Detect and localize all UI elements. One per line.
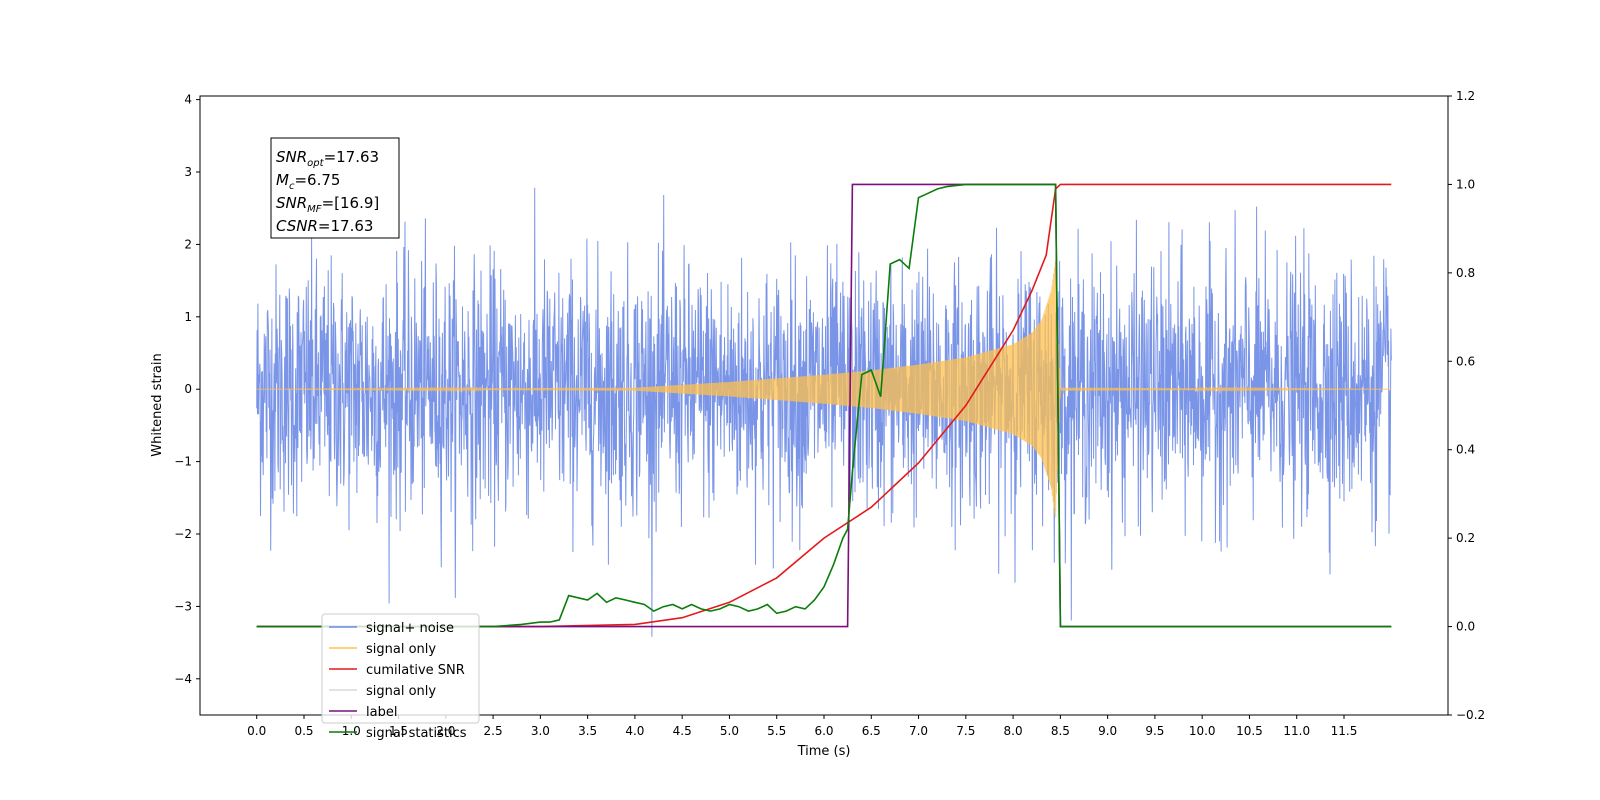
x-tick-label: 6.0 xyxy=(814,724,833,738)
x-tick-label: 7.5 xyxy=(956,724,975,738)
x-tick-label: 5.5 xyxy=(767,724,786,738)
y2-tick-label: 0.8 xyxy=(1456,266,1475,280)
legend-entry-label: signal statistics xyxy=(366,726,467,741)
y-axis-label: Whitened strain xyxy=(150,353,165,456)
y-tick-label: 1 xyxy=(184,310,192,324)
x-tick-label: 2.0 xyxy=(436,724,455,738)
annotation-line: Mc=6.75 xyxy=(276,171,340,192)
x-tick-label: 3.0 xyxy=(531,724,550,738)
x-axis-label: Time (s) xyxy=(797,744,851,759)
x-tick-label: 9.5 xyxy=(1145,724,1164,738)
x-tick-label: 7.0 xyxy=(909,724,928,738)
y-axis-right: 1.2 1.0 0.8 0.6 0.4 0.2 0.0 −0.2 xyxy=(1448,89,1485,722)
y2-tick-label: 1.0 xyxy=(1456,177,1475,191)
y2-tick-label: 0.2 xyxy=(1456,531,1475,545)
x-axis: 0.0 0.5 1.0 1.5 2.0 2.5 3.0 3.5 4.0 4.5 5.0 5.5 6.0 6… xyxy=(247,715,1357,738)
legend-entry-label: signal only xyxy=(366,642,436,657)
legend-entry-label: signal+ noise xyxy=(366,621,454,636)
legend-entry-label: label xyxy=(366,705,397,720)
y-tick-label: −2 xyxy=(174,527,192,541)
y-tick-label: −4 xyxy=(174,672,192,686)
y2-tick-label: 1.2 xyxy=(1456,89,1475,103)
legend: signal+ noise signal only cumilative SNR si… xyxy=(321,613,480,741)
y2-tick-label: 0.4 xyxy=(1456,443,1475,457)
x-tick-label: 0.5 xyxy=(294,724,313,738)
x-tick-label: 10.5 xyxy=(1236,724,1263,738)
y2-tick-label: −0.2 xyxy=(1456,708,1485,722)
plot-area xyxy=(256,183,1392,637)
annotation-line: CSNR=17.63 xyxy=(276,217,373,235)
y-axis-left: 4 3 2 1 0 −1 −2 −3 −4 xyxy=(174,93,200,686)
annotation-line: SNRopt=17.63 xyxy=(276,148,379,169)
series-signal-statistics-line xyxy=(256,183,1392,628)
y-tick-label: 4 xyxy=(184,93,192,107)
x-tick-label: 4.5 xyxy=(673,724,692,738)
legend-frame xyxy=(321,613,480,724)
x-tick-label: 11.0 xyxy=(1283,724,1310,738)
x-tick-label: 8.5 xyxy=(1051,724,1070,738)
x-tick-label: 3.5 xyxy=(578,724,597,738)
x-tick-label: 10.0 xyxy=(1189,724,1216,738)
y2-tick-label: 0.6 xyxy=(1456,354,1475,368)
y-tick-label: 2 xyxy=(184,237,192,251)
x-tick-label: 1.0 xyxy=(342,724,361,738)
y2-tick-label: 0.0 xyxy=(1456,620,1475,634)
legend-entry-label: cumilative SNR xyxy=(366,663,465,678)
annotation-line: SNRMF=[16.9] xyxy=(276,194,379,215)
x-tick-label: 0.0 xyxy=(247,724,266,738)
y-tick-label: −1 xyxy=(174,455,192,469)
series-cumulative-snr-line xyxy=(256,183,1392,628)
x-tick-label: 2.5 xyxy=(484,724,503,738)
y-tick-label: 0 xyxy=(184,382,192,396)
y-tick-label: 3 xyxy=(184,165,192,179)
x-tick-label: 11.5 xyxy=(1331,724,1358,738)
x-tick-label: 8.0 xyxy=(1004,724,1023,738)
x-tick-label: 1.5 xyxy=(389,724,408,738)
y-tick-label: −3 xyxy=(174,599,192,613)
series-signal-only-line xyxy=(256,261,1392,518)
x-tick-label: 4.0 xyxy=(625,724,644,738)
legend-entry-label: signal only xyxy=(366,684,436,699)
x-tick-label: 5.0 xyxy=(720,724,739,738)
x-tick-label: 6.5 xyxy=(862,724,881,738)
x-tick-label: 9.0 xyxy=(1098,724,1117,738)
annotation-frame xyxy=(270,137,400,239)
